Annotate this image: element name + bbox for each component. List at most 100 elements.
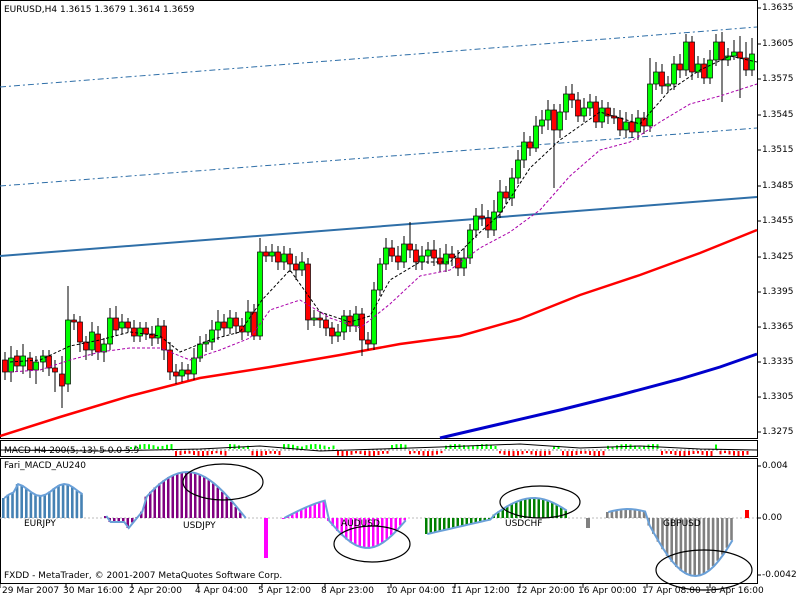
time-label: 12 Apr 20:00 xyxy=(516,586,575,596)
eurjpy-bar xyxy=(15,484,19,518)
gbpusd-bar xyxy=(642,511,646,518)
usdjpy-bar xyxy=(153,487,156,518)
candle-body xyxy=(83,341,89,351)
candle-body xyxy=(515,159,521,179)
pair-label-usdjpy: USDJPY xyxy=(183,521,216,531)
macd-bar xyxy=(310,444,312,449)
macd-bar xyxy=(274,451,276,454)
candle-body xyxy=(437,257,443,265)
candle-body xyxy=(227,317,233,329)
gbpusd-bar xyxy=(707,518,710,571)
macd-bar xyxy=(674,451,677,456)
audusd-bar xyxy=(304,507,307,518)
candle-body xyxy=(233,317,239,327)
audusd-bar xyxy=(309,505,312,518)
macd-bar xyxy=(494,445,497,449)
usdchf-bar xyxy=(425,518,428,534)
macd-bar xyxy=(517,451,519,456)
macd-bar xyxy=(593,451,596,456)
candle-body xyxy=(635,117,641,133)
gbpusd-bar xyxy=(688,518,692,576)
candle-body xyxy=(335,331,341,337)
macd-bar xyxy=(431,451,434,456)
macd-bar xyxy=(418,451,420,455)
candle-body xyxy=(143,327,149,335)
macd-bar xyxy=(598,451,600,456)
macd-bar xyxy=(247,445,249,449)
ma-fast-line xyxy=(9,55,758,363)
eurjpy-bar xyxy=(2,498,5,518)
candle-body xyxy=(677,63,683,71)
candle-body xyxy=(431,249,437,259)
candle-body xyxy=(701,63,707,79)
macd-bar xyxy=(386,451,389,454)
candle-body xyxy=(569,93,575,101)
candle-body xyxy=(383,247,389,265)
gbpusd-bar xyxy=(670,518,673,562)
time-label: 17 Apr 08:00 xyxy=(642,586,701,596)
candle-body xyxy=(27,357,33,371)
candle-body xyxy=(545,109,551,121)
macd-bar xyxy=(643,445,645,449)
audusd-bar xyxy=(399,518,402,526)
symbol-info: EURUSD,H4 1.3615 1.3679 1.3614 1.3659 xyxy=(4,5,195,15)
macd-bar xyxy=(296,445,299,449)
ma-slow-line xyxy=(9,83,758,373)
macd-bar xyxy=(580,451,582,454)
macd-bar xyxy=(130,447,132,449)
candle-body xyxy=(149,333,155,339)
usdjpy-bar xyxy=(104,516,107,518)
macd-bar xyxy=(278,451,281,456)
candle-body xyxy=(377,263,383,291)
macd-bar xyxy=(535,451,537,456)
macd-bar xyxy=(229,444,231,449)
usdjpy-bar xyxy=(230,501,233,518)
usdjpy-bar xyxy=(126,518,129,528)
usdchf-bar xyxy=(510,503,513,518)
candle-body xyxy=(479,215,485,219)
candle-body xyxy=(8,357,14,373)
usdchf-bar xyxy=(470,518,473,524)
audusd-bar xyxy=(372,518,375,547)
usdchf-bar xyxy=(501,508,504,518)
audusd-bar xyxy=(354,518,357,546)
macd-label: MACD H4 200(5, 13) 5 0.0 5.9 xyxy=(4,446,140,456)
candle-body xyxy=(557,111,563,131)
audusd-line xyxy=(283,499,407,549)
usdchf-bar xyxy=(461,518,464,526)
macd-bar xyxy=(530,451,533,455)
usdchf-bar xyxy=(438,518,441,531)
candle-body xyxy=(65,319,71,385)
macd-bar xyxy=(269,451,272,454)
usdjpy-bar xyxy=(189,472,192,518)
candle-body xyxy=(191,357,197,375)
audusd-bar xyxy=(390,518,393,535)
audusd-bar xyxy=(385,518,388,540)
candle-body xyxy=(14,355,20,367)
macd-bar xyxy=(670,451,672,454)
candle-body xyxy=(329,327,335,337)
highlight-ellipse-gbpusd xyxy=(655,549,753,591)
candle-body xyxy=(575,99,581,117)
candle-body xyxy=(629,121,635,133)
audusd-bar xyxy=(318,501,321,518)
usdjpy-bar xyxy=(185,472,188,518)
candle-body xyxy=(107,317,113,345)
candle-body xyxy=(33,361,39,371)
fari-panel-frame xyxy=(0,458,758,584)
candle-body xyxy=(155,325,161,339)
macd-bar xyxy=(197,451,200,456)
usdjpy-bar xyxy=(221,491,224,518)
macd-bar xyxy=(481,444,483,449)
eurjpy-bar xyxy=(38,495,42,518)
usdjpy-bar xyxy=(216,487,219,518)
audusd-bar xyxy=(336,518,339,531)
candle-body xyxy=(371,289,377,345)
highlight-ellipse-usdchf xyxy=(499,485,581,519)
candle-body xyxy=(245,311,251,333)
candle-body xyxy=(341,315,347,333)
candle-body xyxy=(623,121,629,131)
candle-body xyxy=(695,63,701,73)
usdjpy-bar xyxy=(131,518,134,523)
